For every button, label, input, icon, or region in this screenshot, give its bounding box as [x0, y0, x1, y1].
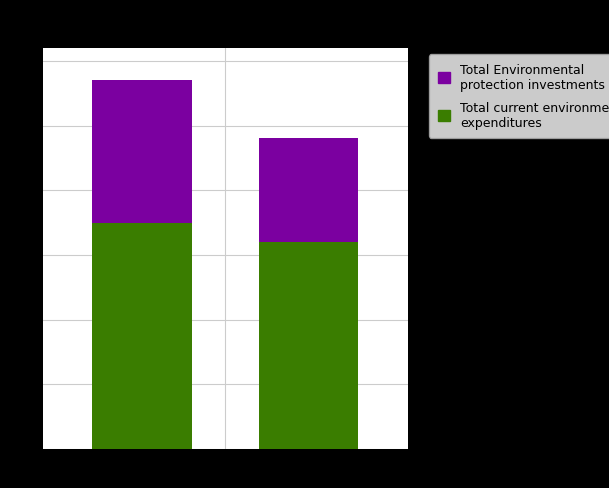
Bar — [93, 81, 192, 223]
Legend: Total Environmental
protection investments, Total current environmental
expendit: Total Environmental protection investmen… — [429, 55, 609, 139]
Bar — [93, 223, 192, 449]
Bar — [259, 139, 358, 243]
Bar — [259, 243, 358, 449]
